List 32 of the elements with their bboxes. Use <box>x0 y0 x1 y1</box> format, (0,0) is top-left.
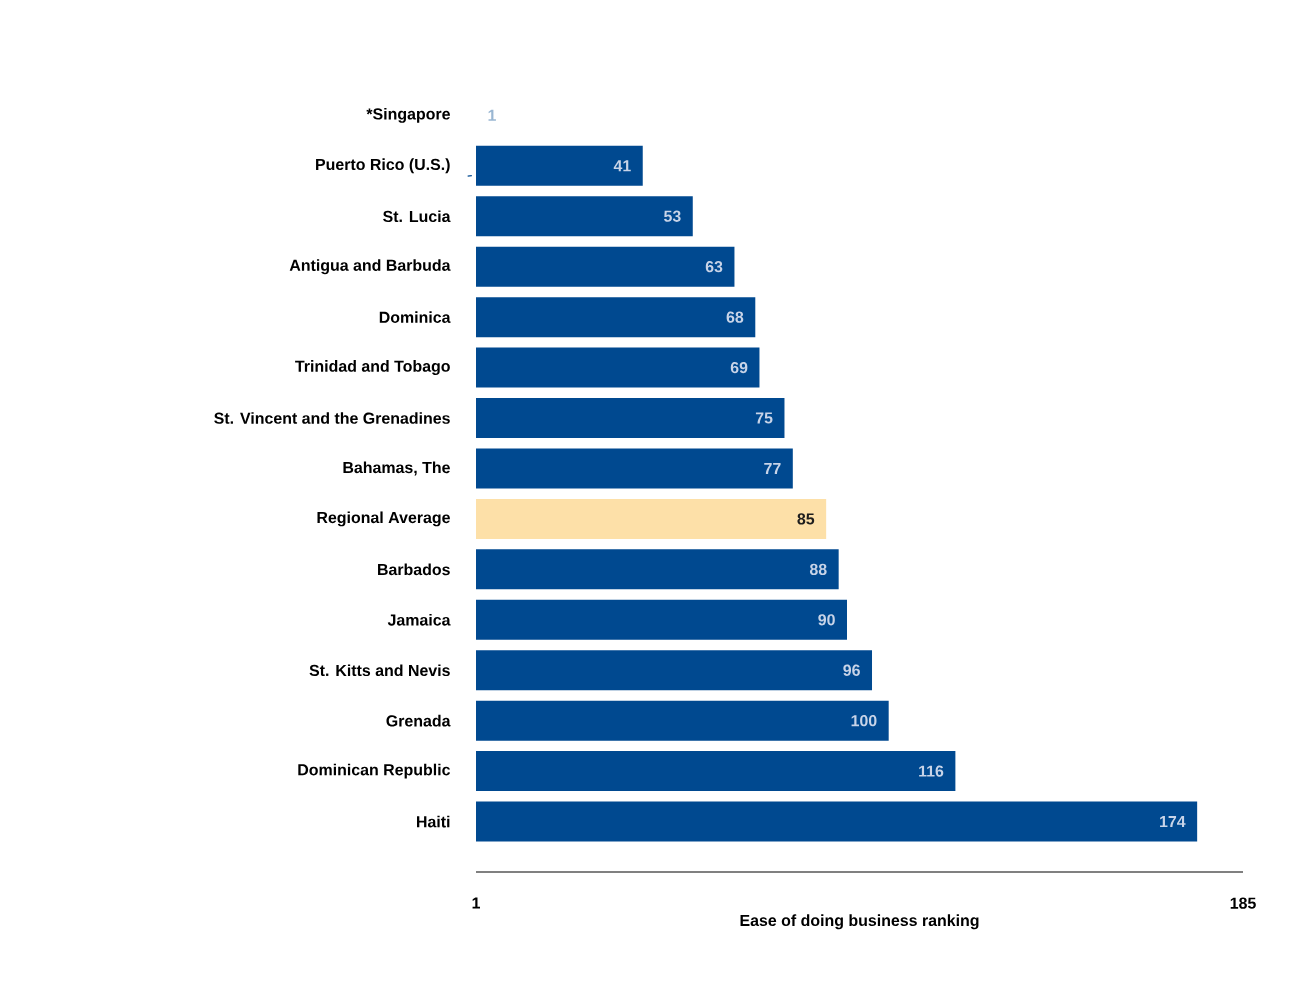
data-label: 1 <box>488 109 496 121</box>
data-label: 90 <box>818 614 835 626</box>
data-label: 68 <box>726 311 744 323</box>
x-tick-label: 185 <box>1230 897 1256 909</box>
y-tick-label: *Singapore <box>366 107 450 123</box>
y-tick-label: Regional Average <box>317 511 450 527</box>
data-label: 75 <box>755 412 773 424</box>
data-label: 116 <box>919 765 944 777</box>
y-tick-label: Dominican Republic <box>298 763 451 779</box>
data-label: 96 <box>843 664 860 676</box>
data-label: 77 <box>764 462 781 474</box>
y-tick-label: Antigua and Barbuda <box>289 259 451 275</box>
data-label: 63 <box>705 261 723 273</box>
y-tick-label: St. Vincent and the Grenadines <box>214 412 450 424</box>
y-tick-label: Dominica <box>379 311 451 323</box>
data-label: 69 <box>730 361 748 374</box>
y-tick-label: Puerto Rico (U.S.) <box>316 158 450 174</box>
data-label: 100 <box>851 715 877 727</box>
y-tick-label: Grenada <box>386 714 451 727</box>
y-tick-label: St. Kitts and Nevis <box>309 664 450 677</box>
y-tick-label: Bahamas, The <box>343 461 450 476</box>
y-tick-label: Barbados <box>378 563 450 576</box>
data-label: 41 <box>613 160 631 172</box>
data-label: 88 <box>809 563 827 575</box>
x-axis-title: Ease of doing business ranking <box>740 914 979 930</box>
data-label: 174 <box>1160 816 1186 828</box>
y-tick-label: Jamaica <box>387 613 451 626</box>
y-tick-label: St. Lucia <box>383 210 451 223</box>
y-tick-label: Trinidad and Tobago <box>295 360 450 376</box>
y-tick-label: Haiti <box>417 815 450 828</box>
data-label: 53 <box>664 210 681 222</box>
data-label: 85 <box>797 513 815 525</box>
